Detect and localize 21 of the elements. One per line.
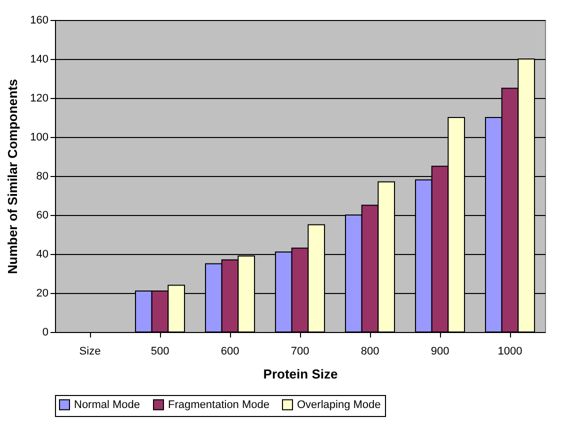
x-tick-label: 700 — [290, 346, 310, 358]
legend-label: Fragmentation Mode — [168, 398, 270, 411]
y-tick-label: 0 — [42, 326, 48, 338]
y-tick-label: 40 — [36, 248, 48, 260]
legend-label: Overlaping Mode — [297, 398, 381, 411]
x-tick-label: Size — [79, 346, 101, 358]
y-axis-title: Number of Similar Components — [5, 78, 20, 274]
y-tick-label: 160 — [30, 14, 48, 26]
y-tick-label: 120 — [30, 92, 48, 104]
x-tick-label: 600 — [220, 346, 240, 358]
legend-label: Normal Mode — [74, 398, 140, 411]
y-tick-label: 100 — [30, 132, 48, 144]
x-tick-label: 900 — [430, 346, 450, 358]
x-tick-label: 1000 — [498, 346, 522, 358]
y-tick-label: 80 — [36, 170, 48, 182]
y-tick-label: 20 — [36, 288, 48, 300]
x-tick-label: 800 — [360, 346, 380, 358]
x-axis-title: Protein Size — [263, 366, 338, 382]
y-tick-label: 140 — [30, 54, 48, 66]
y-tick-label: 60 — [36, 210, 48, 222]
x-tick-label: 500 — [150, 346, 170, 358]
